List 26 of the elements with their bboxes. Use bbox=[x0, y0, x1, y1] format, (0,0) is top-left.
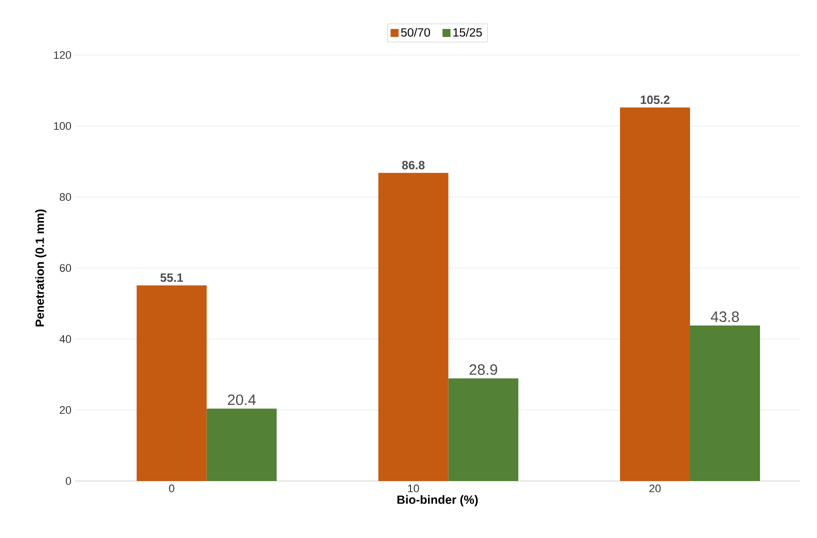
x-axis-title: Bio-binder (%) bbox=[397, 495, 478, 506]
bar bbox=[136, 285, 207, 481]
y-axis-title: Penetration (0.1 mm) bbox=[35, 209, 46, 326]
data-label: 43.8 bbox=[710, 311, 739, 322]
x-tick-label: 0 bbox=[169, 484, 174, 492]
bar bbox=[620, 108, 690, 481]
y-tick-label: 20 bbox=[60, 406, 72, 414]
data-label: 20.4 bbox=[228, 394, 256, 406]
bar bbox=[206, 408, 277, 481]
data-label: 86.8 bbox=[402, 160, 425, 170]
y-tick-label: 40 bbox=[60, 335, 72, 343]
data-label: 105.2 bbox=[640, 96, 670, 104]
legend-label: 50/70 bbox=[401, 28, 430, 37]
x-tick-label: 10 bbox=[408, 484, 419, 492]
y-tick-label: 0 bbox=[66, 477, 72, 485]
bar bbox=[378, 172, 448, 481]
bar bbox=[690, 326, 760, 481]
bar bbox=[448, 378, 518, 481]
data-label: 55.1 bbox=[160, 274, 183, 282]
y-tick-label: 120 bbox=[54, 51, 72, 59]
y-tick-label: 80 bbox=[60, 193, 72, 201]
y-tick-label: 60 bbox=[60, 264, 72, 272]
y-tick-label: 100 bbox=[54, 122, 72, 130]
data-label: 28.9 bbox=[470, 364, 498, 375]
x-tick-label: 20 bbox=[649, 484, 661, 492]
legend-label: 15/25 bbox=[453, 28, 482, 37]
